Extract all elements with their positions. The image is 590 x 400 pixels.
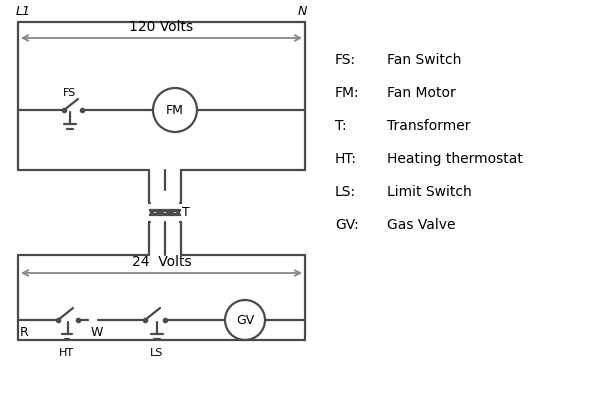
Text: N: N [297,5,307,18]
Text: GV:: GV: [335,218,359,232]
Text: Heating thermostat: Heating thermostat [387,152,523,166]
Text: HT: HT [58,348,74,358]
Text: T:: T: [335,119,347,133]
Text: FS: FS [63,88,77,98]
Text: Fan Motor: Fan Motor [387,86,455,100]
Text: FM: FM [166,104,184,116]
Text: R: R [20,326,29,339]
Text: T: T [182,206,190,219]
Text: Fan Switch: Fan Switch [387,53,461,67]
Text: Gas Valve: Gas Valve [387,218,455,232]
Text: GV: GV [236,314,254,326]
Text: LS: LS [150,348,163,358]
Text: FS:: FS: [335,53,356,67]
Text: 24  Volts: 24 Volts [132,255,191,269]
Text: Transformer: Transformer [387,119,470,133]
Text: LS:: LS: [335,185,356,199]
Text: Limit Switch: Limit Switch [387,185,472,199]
Text: HT:: HT: [335,152,357,166]
Text: W: W [91,326,103,339]
Text: 120 Volts: 120 Volts [129,20,194,34]
Text: L1: L1 [16,5,31,18]
Text: FM:: FM: [335,86,360,100]
